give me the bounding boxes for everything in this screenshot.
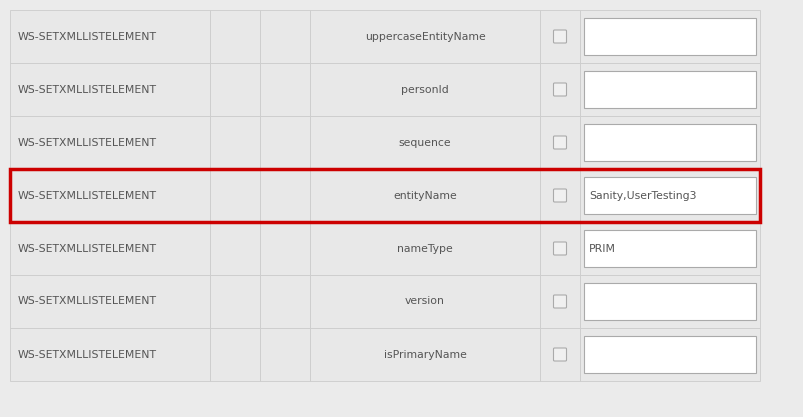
Bar xyxy=(210,328,259,381)
FancyBboxPatch shape xyxy=(552,189,566,202)
FancyBboxPatch shape xyxy=(552,242,566,255)
Bar xyxy=(10,116,210,169)
Bar xyxy=(259,275,310,328)
Text: personId: personId xyxy=(401,85,448,95)
Bar xyxy=(10,328,210,381)
Bar xyxy=(540,222,579,275)
Bar xyxy=(259,169,310,222)
Text: version: version xyxy=(405,296,444,306)
Bar xyxy=(210,275,259,328)
Text: WS-SETXMLLISTELEMENT: WS-SETXMLLISTELEMENT xyxy=(18,349,157,359)
Bar xyxy=(310,116,540,169)
Bar xyxy=(310,328,540,381)
Bar xyxy=(540,116,579,169)
Bar xyxy=(540,10,579,63)
Bar xyxy=(540,169,579,222)
Bar xyxy=(583,177,755,214)
Bar xyxy=(579,222,759,275)
Bar xyxy=(540,328,579,381)
Bar xyxy=(540,63,579,116)
Bar xyxy=(10,169,759,222)
Bar xyxy=(10,275,210,328)
Bar xyxy=(210,10,259,63)
Bar xyxy=(10,10,210,63)
Text: WS-SETXMLLISTELEMENT: WS-SETXMLLISTELEMENT xyxy=(18,191,157,201)
Bar xyxy=(310,275,540,328)
Text: isPrimaryName: isPrimaryName xyxy=(383,349,466,359)
Bar xyxy=(583,230,755,267)
Text: PRIM: PRIM xyxy=(589,244,615,254)
Bar xyxy=(310,63,540,116)
Bar xyxy=(579,328,759,381)
Text: uppercaseEntityName: uppercaseEntityName xyxy=(365,32,485,42)
Bar xyxy=(210,169,259,222)
Bar xyxy=(10,63,210,116)
Bar xyxy=(579,63,759,116)
Bar xyxy=(583,283,755,320)
FancyBboxPatch shape xyxy=(552,136,566,149)
Bar xyxy=(579,116,759,169)
Bar xyxy=(583,124,755,161)
Text: nameType: nameType xyxy=(397,244,452,254)
FancyBboxPatch shape xyxy=(552,30,566,43)
Bar xyxy=(210,116,259,169)
Bar xyxy=(210,63,259,116)
Bar xyxy=(583,336,755,373)
Bar xyxy=(210,222,259,275)
Bar xyxy=(579,169,759,222)
Text: WS-SETXMLLISTELEMENT: WS-SETXMLLISTELEMENT xyxy=(18,244,157,254)
Bar xyxy=(10,169,210,222)
Text: entityName: entityName xyxy=(393,191,456,201)
Bar xyxy=(259,10,310,63)
Bar xyxy=(259,328,310,381)
FancyBboxPatch shape xyxy=(552,348,566,361)
Bar xyxy=(259,116,310,169)
Bar xyxy=(10,222,210,275)
FancyBboxPatch shape xyxy=(552,295,566,308)
Bar xyxy=(310,169,540,222)
Text: WS-SETXMLLISTELEMENT: WS-SETXMLLISTELEMENT xyxy=(18,296,157,306)
Bar xyxy=(583,18,755,55)
Bar xyxy=(583,71,755,108)
Bar xyxy=(579,10,759,63)
Text: Sanity,UserTesting3: Sanity,UserTesting3 xyxy=(589,191,695,201)
Bar xyxy=(259,222,310,275)
Text: WS-SETXMLLISTELEMENT: WS-SETXMLLISTELEMENT xyxy=(18,85,157,95)
Text: WS-SETXMLLISTELEMENT: WS-SETXMLLISTELEMENT xyxy=(18,138,157,148)
Bar xyxy=(310,10,540,63)
Bar xyxy=(540,275,579,328)
Bar xyxy=(310,222,540,275)
Text: WS-SETXMLLISTELEMENT: WS-SETXMLLISTELEMENT xyxy=(18,32,157,42)
FancyBboxPatch shape xyxy=(552,83,566,96)
Bar xyxy=(579,275,759,328)
Bar xyxy=(259,63,310,116)
Text: sequence: sequence xyxy=(398,138,450,148)
